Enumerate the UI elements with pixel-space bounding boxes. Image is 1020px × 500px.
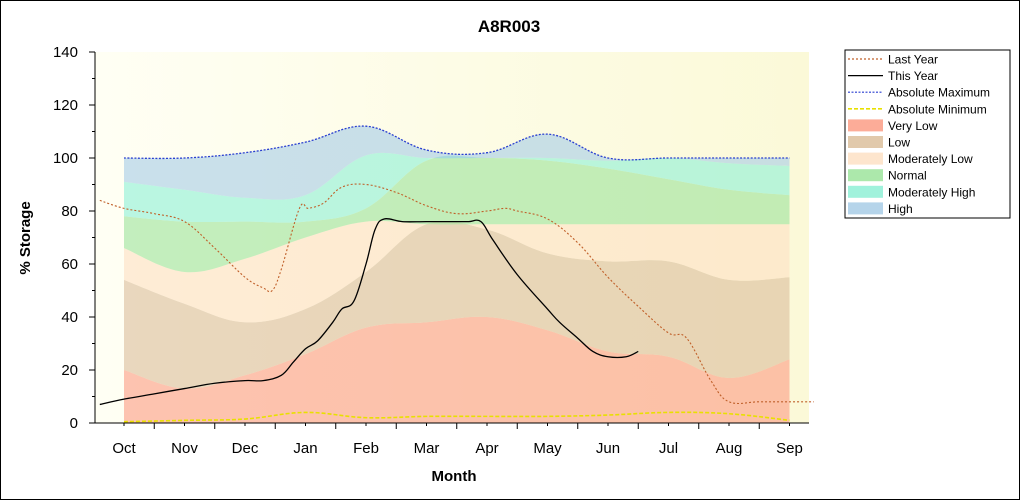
legend-label-mod-low: Moderately Low: [888, 152, 973, 166]
series-line-last-year: [99, 183, 814, 405]
x-tick-label-may: May: [533, 440, 562, 457]
y-tick-label: 140: [53, 44, 78, 61]
y-tick-label: 60: [61, 256, 78, 273]
chart-title: A8R003: [478, 17, 540, 36]
x-tick-label-aug: Aug: [716, 440, 743, 457]
series-line-abs-min: [123, 411, 790, 423]
legend-swatch-low: [848, 136, 883, 148]
y-tick-label: 80: [61, 203, 78, 220]
x-tick-label-sep: Sep: [776, 440, 803, 457]
legend-label-mod-high: Moderately High: [888, 185, 975, 199]
x-tick-label-mar: Mar: [414, 440, 440, 457]
legend-label-low: Low: [888, 136, 910, 150]
bands-layer: [124, 126, 790, 423]
legend-label-this-year: This Year: [888, 69, 938, 83]
series-line-this-year: [99, 217, 639, 406]
x-tick-label-apr: Apr: [475, 440, 498, 457]
legend: Last Year This Year Absolute Maximum Absolu…: [844, 49, 1011, 219]
x-tick-label-jun: Jun: [596, 440, 620, 457]
lines-layer: [99, 125, 814, 423]
y-tick-label: 40: [61, 309, 78, 326]
band-mod-low: [124, 220, 790, 323]
legend-label-last-year: Last Year: [888, 53, 938, 67]
legend-label-abs-max: Absolute Maximum: [888, 86, 990, 100]
band-normal: [124, 155, 790, 273]
band-high: [124, 126, 790, 200]
x-tick-label-jan: Jan: [293, 440, 317, 457]
band-mod-high: [124, 152, 790, 223]
y-tick-label: 20: [61, 362, 78, 379]
legend-swatch-mod-high: [848, 185, 883, 198]
band-very-low: [124, 316, 790, 423]
x-tick-label-jul: Jul: [659, 440, 678, 457]
series-line-abs-max: [123, 125, 790, 161]
x-tick-label-dec: Dec: [232, 440, 259, 457]
legend-swatch-normal: [848, 169, 883, 182]
x-axis-title: Month: [432, 468, 477, 485]
y-tick-label: 0: [70, 415, 78, 432]
band-low: [124, 221, 790, 389]
y-tick-label: 120: [53, 97, 78, 114]
legend-label-normal: Normal: [888, 169, 927, 183]
y-tick-label: 100: [53, 150, 78, 167]
legend-label-very-low: Very Low: [888, 119, 938, 133]
legend-label-abs-min: Absolute Minimum: [888, 102, 987, 116]
legend-swatch-mod-low: [848, 152, 883, 165]
legend-swatch-very-low: [848, 119, 883, 132]
x-tick-label-feb: Feb: [353, 440, 379, 457]
legend-swatch-high: [848, 202, 883, 215]
x-tick-label-nov: Nov: [171, 440, 198, 457]
legend-label-high: High: [888, 202, 913, 216]
y-axis-title: % Storage: [17, 201, 34, 274]
axes-layer: 0 20 40 60 80 100 120 140 Oct Nov Dec Jan Feb Mar Apr M…: [53, 44, 809, 457]
x-tick-label-oct: Oct: [112, 440, 136, 457]
